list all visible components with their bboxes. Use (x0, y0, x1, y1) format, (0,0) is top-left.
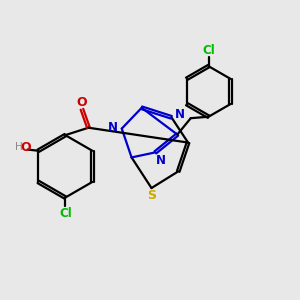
Text: H: H (15, 142, 22, 152)
Text: O: O (76, 96, 87, 109)
Text: Cl: Cl (59, 207, 72, 220)
Text: N: N (175, 108, 185, 122)
Text: Cl: Cl (202, 44, 215, 57)
Text: N: N (156, 154, 166, 167)
Text: S: S (148, 189, 157, 202)
Text: O: O (20, 141, 31, 154)
Text: N: N (108, 121, 118, 134)
